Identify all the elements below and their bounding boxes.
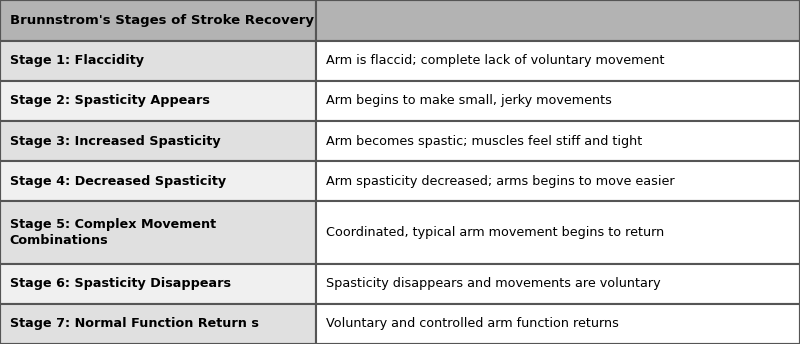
Text: Stage 6: Spasticity Disappears: Stage 6: Spasticity Disappears xyxy=(10,277,230,290)
Text: Stage 4: Decreased Spasticity: Stage 4: Decreased Spasticity xyxy=(10,175,226,188)
Bar xyxy=(316,264,800,304)
Bar xyxy=(316,41,800,81)
Bar xyxy=(0,161,316,201)
Text: Stage 5: Complex Movement
Combinations: Stage 5: Complex Movement Combinations xyxy=(10,218,216,247)
Bar xyxy=(0,41,316,81)
Bar xyxy=(0,304,316,344)
Text: Arm becomes spastic; muscles feel stiff and tight: Arm becomes spastic; muscles feel stiff … xyxy=(326,135,642,148)
Text: Arm begins to make small, jerky movements: Arm begins to make small, jerky movement… xyxy=(326,94,611,107)
Bar xyxy=(316,121,800,161)
Bar xyxy=(0,121,316,161)
Text: Stage 7: Normal Function Return s: Stage 7: Normal Function Return s xyxy=(10,318,258,330)
Text: Stage 2: Spasticity Appears: Stage 2: Spasticity Appears xyxy=(10,94,210,107)
Text: Arm spasticity decreased; arms begins to move easier: Arm spasticity decreased; arms begins to… xyxy=(326,175,674,188)
Text: Voluntary and controlled arm function returns: Voluntary and controlled arm function re… xyxy=(326,318,618,330)
Bar xyxy=(316,201,800,264)
Bar xyxy=(316,304,800,344)
Bar xyxy=(316,0,800,41)
Bar xyxy=(0,201,316,264)
Bar xyxy=(0,81,316,121)
Bar xyxy=(316,161,800,201)
Text: Coordinated, typical arm movement begins to return: Coordinated, typical arm movement begins… xyxy=(326,226,664,239)
Text: Arm is flaccid; complete lack of voluntary movement: Arm is flaccid; complete lack of volunta… xyxy=(326,54,664,67)
Bar xyxy=(0,0,316,41)
Bar xyxy=(316,81,800,121)
Text: Brunnstrom's Stages of Stroke Recovery: Brunnstrom's Stages of Stroke Recovery xyxy=(10,14,314,27)
Bar xyxy=(0,264,316,304)
Text: Stage 1: Flaccidity: Stage 1: Flaccidity xyxy=(10,54,144,67)
Text: Stage 3: Increased Spasticity: Stage 3: Increased Spasticity xyxy=(10,135,220,148)
Text: Spasticity disappears and movements are voluntary: Spasticity disappears and movements are … xyxy=(326,277,660,290)
